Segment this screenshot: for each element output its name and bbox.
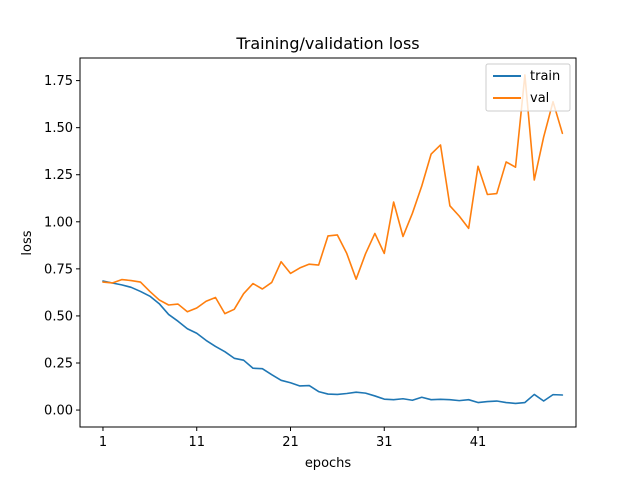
- chart-title: Training/validation loss: [235, 34, 419, 53]
- series-line-train: [102, 280, 564, 405]
- y-tick-label: 1.50: [44, 121, 73, 136]
- plot-frame: [79, 57, 577, 428]
- x-tick-label: 1: [99, 435, 107, 450]
- legend: train val: [485, 63, 571, 112]
- y-tick-label: 1.00: [44, 215, 73, 230]
- x-axis-label: epochs: [305, 456, 352, 471]
- y-tick-label: 1.25: [44, 168, 73, 183]
- legend-label-val: val: [530, 91, 549, 106]
- x-tick-label: 21: [282, 435, 299, 450]
- x-tick-label: 31: [376, 435, 393, 450]
- series-line-val: [102, 74, 564, 315]
- y-tick-label: 0.00: [44, 404, 73, 419]
- x-tick-label: 11: [188, 435, 205, 450]
- y-axis-label: loss: [20, 230, 35, 255]
- x-tick-label: 41: [470, 435, 487, 450]
- y-tick-label: 1.75: [44, 74, 73, 89]
- legend-label-train: train: [530, 69, 560, 84]
- y-tick-label: 0.50: [44, 309, 73, 324]
- series-layer: [102, 74, 564, 405]
- ticks-layer: 1 11 21 31 410.000.250.500.751.001.251.501.7…: [44, 74, 486, 450]
- y-tick-label: 0.75: [44, 262, 73, 277]
- y-tick-label: 0.25: [44, 356, 73, 371]
